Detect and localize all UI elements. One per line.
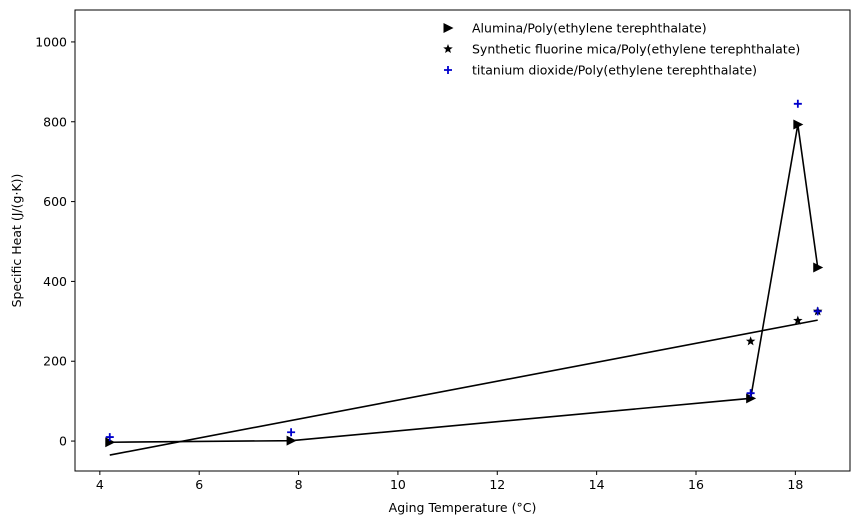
legend-marker-1 <box>443 23 454 33</box>
data-points <box>105 99 824 448</box>
y-tick-label: 0 <box>59 434 67 449</box>
legend-marker-2 <box>443 44 453 54</box>
x-axis-ticks: 4 6 8 10 12 14 16 18 <box>96 471 803 492</box>
legend: Alumina/Poly(ethylene terephthalate) Synt… <box>443 21 800 78</box>
x-tick-label: 16 <box>688 477 704 492</box>
plot-frame <box>74 9 851 472</box>
legend-marker-3 <box>444 66 452 74</box>
series-1-point <box>793 119 804 130</box>
x-tick-label: 14 <box>589 477 605 492</box>
series-1-point <box>813 262 824 273</box>
series-2-point <box>745 336 756 346</box>
series-3-point <box>105 433 114 442</box>
x-tick-label: 6 <box>195 477 203 492</box>
series-3-point <box>813 307 822 316</box>
series-3-point <box>793 99 802 108</box>
y-tick-label: 200 <box>43 354 67 369</box>
x-tick-label: 8 <box>295 477 303 492</box>
series-1-point <box>105 437 116 448</box>
y-axis-ticks: 0 200 400 600 800 1000 <box>35 34 75 449</box>
series-line-2 <box>109 319 818 456</box>
x-tick-label: 12 <box>489 477 505 492</box>
legend-entry-3: titanium dioxide/Poly(ethylene terephtha… <box>472 63 757 78</box>
series-2-point <box>793 315 803 325</box>
y-axis-label: Specific Heat (J/(g·K)) <box>9 174 24 308</box>
series-1-point <box>286 435 297 446</box>
y-tick-label: 800 <box>43 114 67 129</box>
x-tick-label: 18 <box>787 477 803 492</box>
x-axis-label: Aging Temperature (°C) <box>389 500 537 515</box>
y-tick-label: 1000 <box>35 34 67 49</box>
legend-entry-1: Alumina/Poly(ethylene terephthalate) <box>472 21 707 36</box>
fit-lines <box>109 124 819 456</box>
series-3-point <box>746 389 755 398</box>
x-tick-label: 10 <box>390 477 406 492</box>
series-1-point <box>746 393 757 404</box>
series-line-1 <box>109 124 819 444</box>
y-tick-label: 400 <box>43 274 67 289</box>
legend-entry-2: Synthetic fluorine mica/Poly(ethylene te… <box>472 42 800 57</box>
y-tick-label: 600 <box>43 194 67 209</box>
x-tick-label: 4 <box>96 477 104 492</box>
series-3-point <box>287 428 296 437</box>
